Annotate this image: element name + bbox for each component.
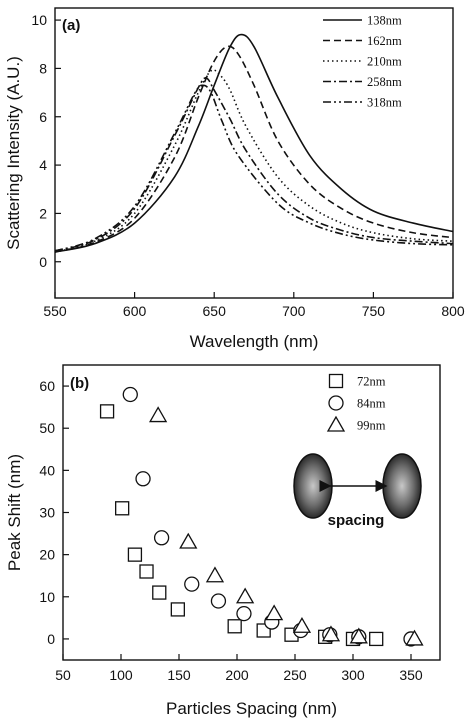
data-point-84nm — [184, 576, 200, 592]
data-point-84nm — [236, 605, 252, 622]
panel-b-label: (b) — [70, 375, 89, 392]
legend-marker-72nm — [328, 373, 344, 389]
data-point-99nm — [292, 616, 312, 633]
panel-a-x-tick-label: 550 — [43, 303, 67, 319]
legend-marker-99nm — [326, 415, 346, 432]
panel-b-y-tick-label: 20 — [39, 547, 55, 563]
panel-b-x-tick-label: 100 — [109, 667, 133, 683]
panel-a-frame — [54, 7, 454, 299]
panel-a-legend: 138nm 162nm 210nm 258nm 318nm — [323, 14, 402, 110]
panel-a-y-tick-label: 6 — [39, 109, 47, 125]
data-point-72nm — [99, 404, 115, 419]
panel-a-y-tick-label: 8 — [39, 60, 47, 76]
data-point-99nm — [148, 406, 168, 423]
panel-a-y-tick-label: 0 — [39, 254, 47, 270]
panel-a-y-tick-label: 4 — [39, 157, 47, 173]
data-point-72nm — [170, 602, 185, 617]
legend-label-258nm: 258nm — [367, 75, 402, 89]
panel-a-x-tick-label: 650 — [203, 303, 227, 319]
panel-b-y-tick-label: 30 — [39, 505, 55, 521]
panel-b-x-tick-label: 200 — [225, 667, 249, 683]
data-point-99nm — [349, 627, 368, 644]
panel-a-x-tick-label: 800 — [441, 303, 465, 319]
data-point-99nm — [321, 625, 341, 642]
panel-b-y-tick-label: 0 — [47, 631, 55, 647]
panel-b-legend: 72nm 84nm 99nm — [326, 373, 386, 433]
panel-b-x-tick-label: 150 — [167, 667, 191, 683]
panel-a-x-tick-label: 700 — [282, 303, 306, 319]
legend-label-72nm: 72nm — [357, 375, 386, 389]
data-point-84nm — [153, 530, 170, 546]
data-point-99nm — [264, 604, 284, 621]
particle-pair-illustration: spacing — [293, 453, 422, 529]
particle-left — [293, 453, 333, 519]
data-point-72nm — [139, 564, 154, 579]
panel-b-y-tick-label: 50 — [39, 420, 55, 436]
data-point-72nm — [227, 619, 242, 634]
data-point-72nm — [115, 501, 130, 516]
data-point-84nm — [210, 593, 227, 609]
series-line-318nm — [54, 84, 454, 252]
legend-label-99nm: 99nm — [357, 419, 386, 433]
panel-b-x-tick-label: 50 — [55, 667, 71, 683]
spacing-annotation: spacing — [328, 512, 385, 529]
data-point-72nm — [127, 547, 143, 562]
panel-a-x-tick-label: 750 — [362, 303, 386, 319]
data-point-99nm — [235, 587, 255, 604]
panel-b-x-tick-label: 300 — [341, 667, 365, 683]
legend-label-138nm: 138nm — [367, 14, 402, 28]
panel-b-y-tick-label: 10 — [39, 589, 55, 605]
data-point-72nm — [152, 585, 167, 600]
data-point-99nm — [205, 566, 225, 583]
panel-b-points — [99, 386, 424, 647]
panel-b-ticks: 50 100 150 200 250 300 350 0 10 20 30 40 50 60 — [39, 378, 422, 683]
panel-b-y-axis-label: Peak Shift (nm) — [5, 454, 24, 571]
panel-a-x-tick-label: 600 — [123, 303, 147, 319]
legend-label-210nm: 210nm — [367, 55, 402, 69]
panel-b-x-tick-label: 350 — [399, 667, 423, 683]
panel-b: (b) Peak Shift (nm) Particles Spacing (n… — [5, 364, 441, 718]
legend-label-84nm: 84nm — [357, 397, 386, 411]
panel-a: (a) Scattering Intensity (A.U.) Waveleng… — [4, 7, 465, 351]
panel-b-y-tick-label: 40 — [39, 462, 55, 478]
series-line-162nm — [54, 45, 454, 253]
data-point-84nm — [135, 471, 151, 487]
particle-right — [382, 453, 422, 519]
legend-marker-84nm — [328, 395, 344, 411]
data-point-72nm — [369, 631, 384, 647]
panel-a-label: (a) — [62, 17, 80, 34]
panel-a-y-axis-label: Scattering Intensity (A.U.) — [4, 56, 23, 250]
panel-a-ticks: 550 600 650 700 750 800 0 2 4 6 8 10 — [31, 12, 464, 319]
panel-a-x-axis-label: Wavelength (nm) — [190, 332, 319, 351]
panel-a-y-tick-label: 10 — [31, 12, 47, 28]
data-point-99nm — [405, 629, 424, 646]
data-point-99nm — [179, 532, 198, 549]
legend-label-162nm: 162nm — [367, 34, 402, 48]
panel-a-series — [54, 33, 454, 253]
legend-label-318nm: 318nm — [367, 96, 402, 110]
panel-b-y-tick-label: 60 — [39, 378, 55, 394]
panel-b-x-axis-label: Particles Spacing (nm) — [166, 699, 337, 718]
series-line-138nm — [54, 33, 454, 253]
data-point-84nm — [122, 386, 138, 403]
series-line-258nm — [54, 77, 454, 252]
panel-b-x-tick-label: 250 — [283, 667, 307, 683]
panel-a-y-tick-label: 2 — [39, 205, 47, 221]
